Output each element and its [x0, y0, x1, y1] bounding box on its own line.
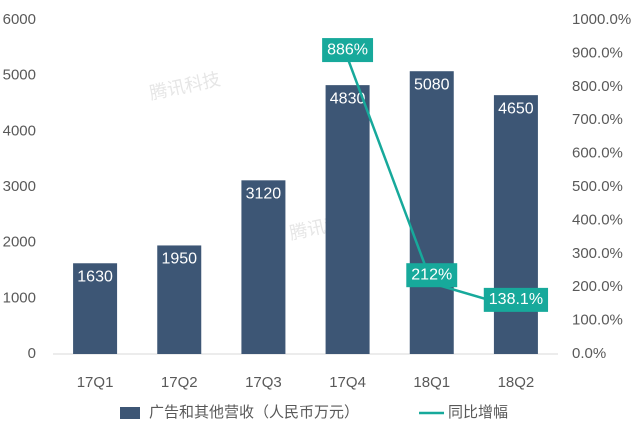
bar-value-label: 4830: [330, 90, 366, 107]
y2-tick-label: 300.0%: [572, 245, 623, 262]
bar-value-label: 5080: [414, 76, 450, 93]
legend-swatch: [120, 407, 140, 419]
bar: [325, 85, 370, 354]
value-label-box: [406, 263, 458, 288]
y-tick-label: 4000: [3, 122, 36, 139]
y2-tick-label: 0.0%: [572, 345, 606, 362]
x-tick-label: 18Q1: [413, 374, 450, 391]
x-tick-label: 17Q2: [161, 374, 198, 391]
bar-value-label: 3120: [246, 186, 282, 203]
x-tick-label: 17Q4: [329, 374, 366, 391]
y2-tick-label: 700.0%: [572, 111, 623, 128]
y2-tick-label: 1000.0%: [572, 11, 631, 28]
y2-tick-label: 500.0%: [572, 178, 623, 195]
y2-tick-label: 400.0%: [572, 211, 623, 228]
watermark: 腾讯科技: [148, 69, 223, 104]
y-tick-label: 5000: [3, 67, 36, 84]
bar: [241, 180, 286, 354]
y2-tick-label: 200.0%: [572, 278, 623, 295]
value-label-box: [483, 287, 549, 312]
y-tick-label: 2000: [3, 234, 36, 251]
y2-tick-label: 600.0%: [572, 145, 623, 162]
legend-label: 同比增幅: [448, 404, 508, 421]
y2-tick-label: 900.0%: [572, 44, 623, 61]
x-tick-label: 17Q1: [77, 374, 114, 391]
bar: [409, 71, 454, 355]
y2-tick-label: 800.0%: [572, 78, 623, 95]
y-tick-label: 1000: [3, 289, 36, 306]
line-value-label: 138.1%: [489, 291, 543, 308]
bar: [157, 245, 202, 354]
y2-tick-label: 100.0%: [572, 312, 623, 329]
bar: [73, 263, 118, 354]
line-value-label: 886%: [327, 41, 368, 58]
value-label-box: [322, 38, 374, 63]
x-tick-label: 17Q3: [245, 374, 282, 391]
bar-value-label: 1630: [77, 268, 113, 285]
line-value-label: 212%: [411, 266, 452, 283]
y-tick-label: 3000: [3, 178, 36, 195]
bar-value-label: 4650: [498, 100, 534, 117]
y-tick-label: 6000: [3, 11, 36, 28]
y-tick-label: 0: [28, 345, 36, 362]
bar: [493, 95, 538, 355]
legend-label: 广告和其他营收（人民币万元）: [149, 404, 359, 421]
x-tick-label: 18Q2: [498, 374, 535, 391]
bar-value-label: 1950: [161, 251, 197, 268]
